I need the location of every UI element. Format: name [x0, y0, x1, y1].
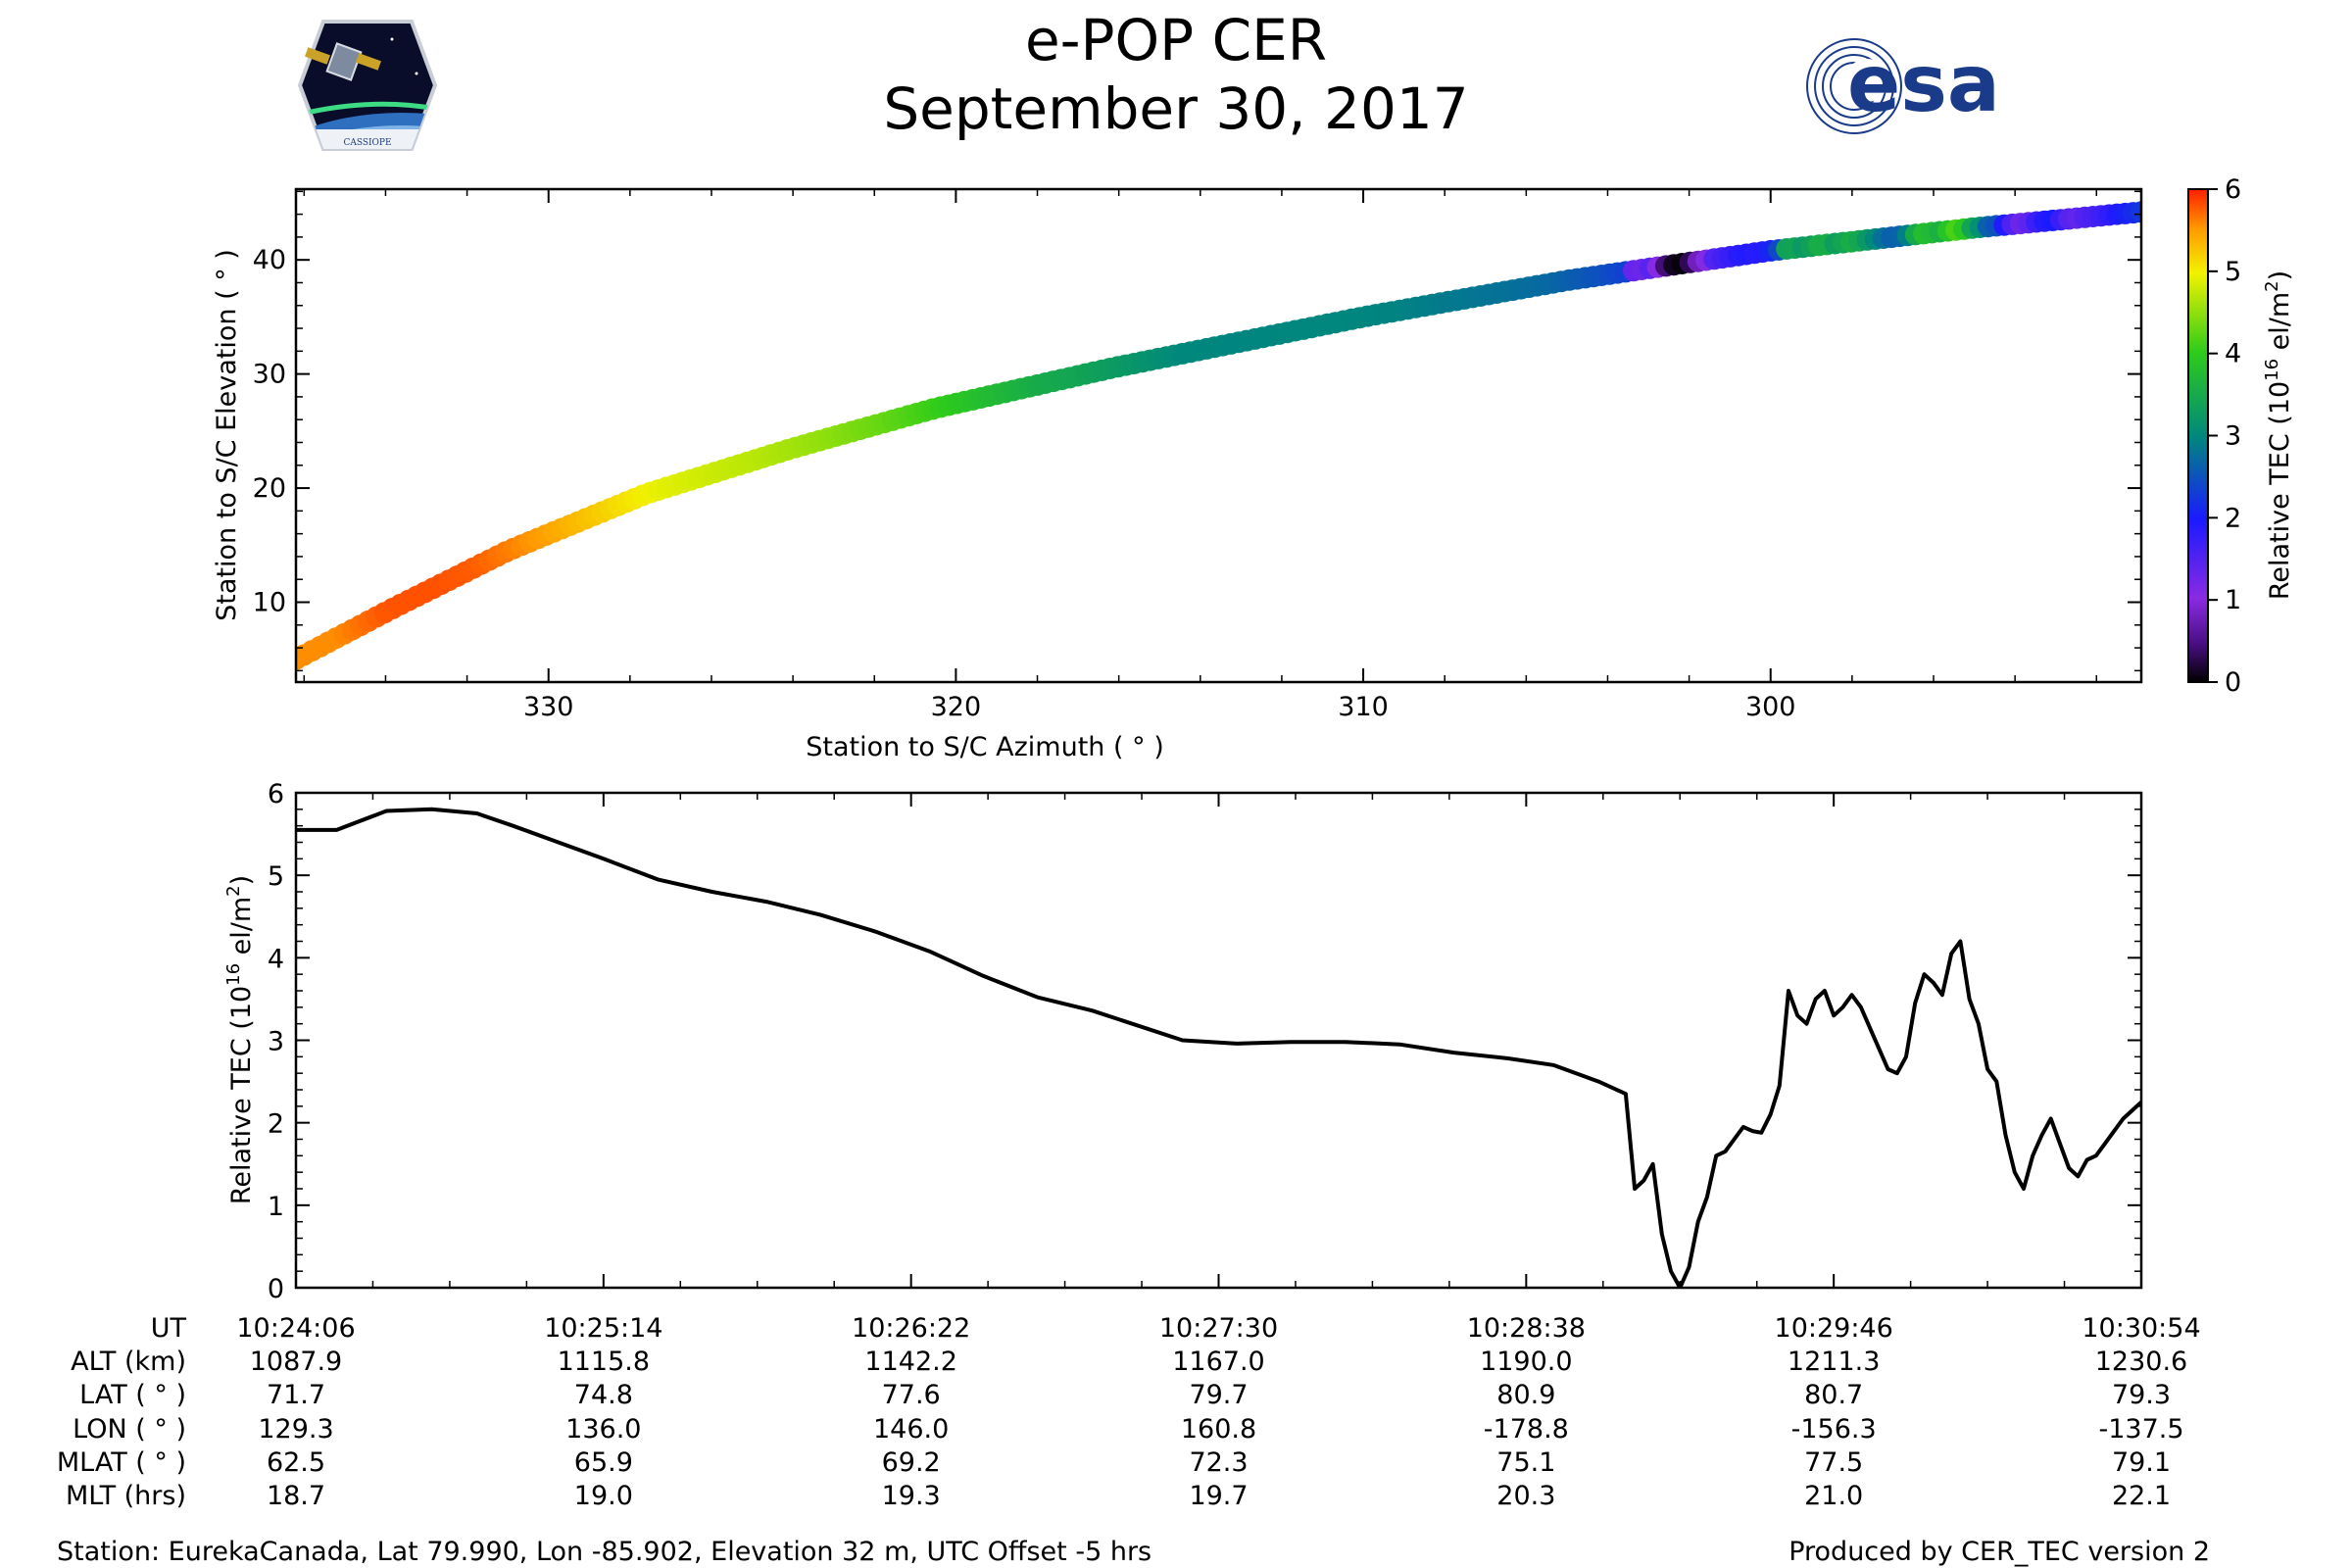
top-x-tick-label: 320	[931, 692, 982, 722]
colorbar-tick-label: 3	[2225, 421, 2241, 452]
top-y-tick-label: 10	[253, 587, 286, 617]
table-cell: 10:29:46	[1774, 1313, 1893, 1344]
table-cell: 136.0	[565, 1413, 642, 1445]
table-cell: 146.0	[873, 1413, 950, 1445]
table-cell: 19.3	[881, 1481, 941, 1511]
table-cell: 10:24:06	[236, 1313, 356, 1344]
table-row-label: MLT (hrs)	[65, 1481, 186, 1511]
table-cell: 77.6	[881, 1380, 941, 1411]
table-cell: 62.5	[266, 1446, 326, 1478]
table-cell: 10:25:14	[544, 1313, 663, 1344]
colorbar-tick-label: 2	[2225, 503, 2241, 533]
table-cell: 18.7	[266, 1481, 326, 1511]
table-cell: 19.7	[1189, 1481, 1249, 1511]
table-cell: 160.8	[1180, 1413, 1257, 1445]
table-cell: -137.5	[2098, 1413, 2184, 1445]
table-row-label: LON ( ° )	[73, 1413, 186, 1445]
table-cell: 1211.3	[1787, 1347, 1881, 1378]
table-cell: 65.9	[573, 1446, 633, 1478]
station-info: Station: EurekaCanada, Lat 79.990, Lon -…	[57, 1537, 1152, 1567]
colorbar-tick-label: 4	[2225, 339, 2241, 369]
bottom-y-tick-label: 3	[268, 1027, 284, 1057]
colorbar-tick-label: 1	[2225, 585, 2241, 615]
table-cell: 19.0	[573, 1481, 633, 1511]
tec-colorbar: 0 1 2 3 4 5 6 Relative TEC (1016 el/m2)	[2187, 174, 2295, 698]
top-x-axis-label: Station to S/C Azimuth ( ° )	[806, 732, 1164, 762]
table-cell: 21.0	[1804, 1481, 1864, 1511]
table-cell: 80.7	[1804, 1380, 1864, 1411]
table-cell: 72.3	[1189, 1446, 1249, 1478]
table-cell: 20.3	[1496, 1481, 1556, 1511]
table-cell: 1167.0	[1172, 1347, 1265, 1378]
top-y-axis-label: Station to S/C Elevation ( ° )	[212, 249, 242, 621]
table-cell: 69.2	[881, 1446, 941, 1478]
table-cell: 79.3	[2111, 1380, 2172, 1411]
colorbar-tick-label: 6	[2225, 174, 2241, 205]
table-cell: 1115.8	[557, 1347, 651, 1378]
top-x-tick-label: 310	[1338, 692, 1389, 722]
top-plot-frame	[294, 187, 2143, 684]
table-row-label: MLAT ( ° )	[56, 1446, 186, 1478]
table-cell: 71.7	[266, 1380, 326, 1411]
table-cell: 1087.9	[249, 1347, 343, 1378]
bottom-y-axis-label: Relative TEC (1016 el/m2)	[223, 875, 257, 1204]
producer-info: Produced by CER_TEC version 2	[1788, 1537, 2210, 1567]
figure-subtitle: September 30, 2017	[883, 75, 1469, 142]
top-x-tick-label: 300	[1745, 692, 1796, 722]
colorbar-label: Relative TEC (1016 el/m2)	[2262, 270, 2295, 600]
table-cell: 75.1	[1496, 1446, 1556, 1478]
bottom-y-tick-label: 6	[268, 779, 284, 809]
table-cell: 10:26:22	[852, 1313, 971, 1344]
table-row-label: LAT ( ° )	[79, 1380, 186, 1411]
track-point	[2131, 201, 2141, 223]
esa-logo-text: esa	[1847, 38, 2000, 129]
tec-timeseries-plot: 0 1 2 3 4 5 6 Relative TEC (1016 el/m2)	[223, 779, 2143, 1304]
table-cell: 74.8	[573, 1380, 633, 1411]
bottom-plot-frame	[294, 791, 2143, 1290]
table-cell: 129.3	[258, 1413, 334, 1445]
table-cell: 79.1	[2111, 1446, 2172, 1478]
satellite-icon	[305, 42, 381, 81]
table-cell: 10:27:30	[1158, 1313, 1279, 1344]
bottom-y-tick-label: 0	[268, 1274, 284, 1304]
cassiope-logo: CASSIOPE	[297, 20, 438, 151]
colorbar-tick-label: 0	[2225, 667, 2241, 698]
table-row-label: ALT (km)	[71, 1347, 186, 1378]
table-cell: 10:30:54	[2082, 1313, 2201, 1344]
bottom-y-tick-label: 5	[268, 861, 284, 892]
colorbar-tick-label: 5	[2225, 257, 2241, 287]
esa-logo: esa	[1806, 38, 2000, 134]
table-cell: 80.9	[1496, 1380, 1556, 1411]
colorbar-gradient	[2187, 188, 2209, 683]
table-cell: -156.3	[1790, 1413, 1877, 1445]
top-y-tick-label: 40	[253, 245, 286, 275]
table-cell: 22.1	[2111, 1481, 2172, 1511]
bottom-y-tick-label: 2	[268, 1109, 284, 1140]
bottom-y-tick-label: 4	[268, 944, 284, 974]
bottom-y-tick-label: 1	[268, 1192, 284, 1222]
table-cell: 1230.6	[2094, 1347, 2188, 1378]
cassiope-logo-text: CASSIOPE	[343, 138, 391, 148]
table-cell: 77.5	[1804, 1446, 1864, 1478]
tec-series-line	[296, 807, 2141, 1288]
figure-title: e-POP CER	[1024, 7, 1328, 74]
elevation-azimuth-plot: 330 320 310 300 10 20 30 40 Station to S/C Azim…	[212, 187, 2143, 762]
table-cell: 10:28:38	[1466, 1313, 1586, 1344]
top-y-tick-label: 20	[253, 473, 286, 504]
table-cell: -178.8	[1483, 1413, 1569, 1445]
top-y-tick-label: 30	[253, 360, 286, 390]
table-cell: 1190.0	[1480, 1347, 1573, 1378]
top-x-tick-label: 330	[523, 692, 574, 722]
table-cell: 1142.2	[864, 1347, 957, 1378]
table-row-label: UT	[150, 1313, 186, 1344]
table-cell: 79.7	[1189, 1380, 1249, 1411]
